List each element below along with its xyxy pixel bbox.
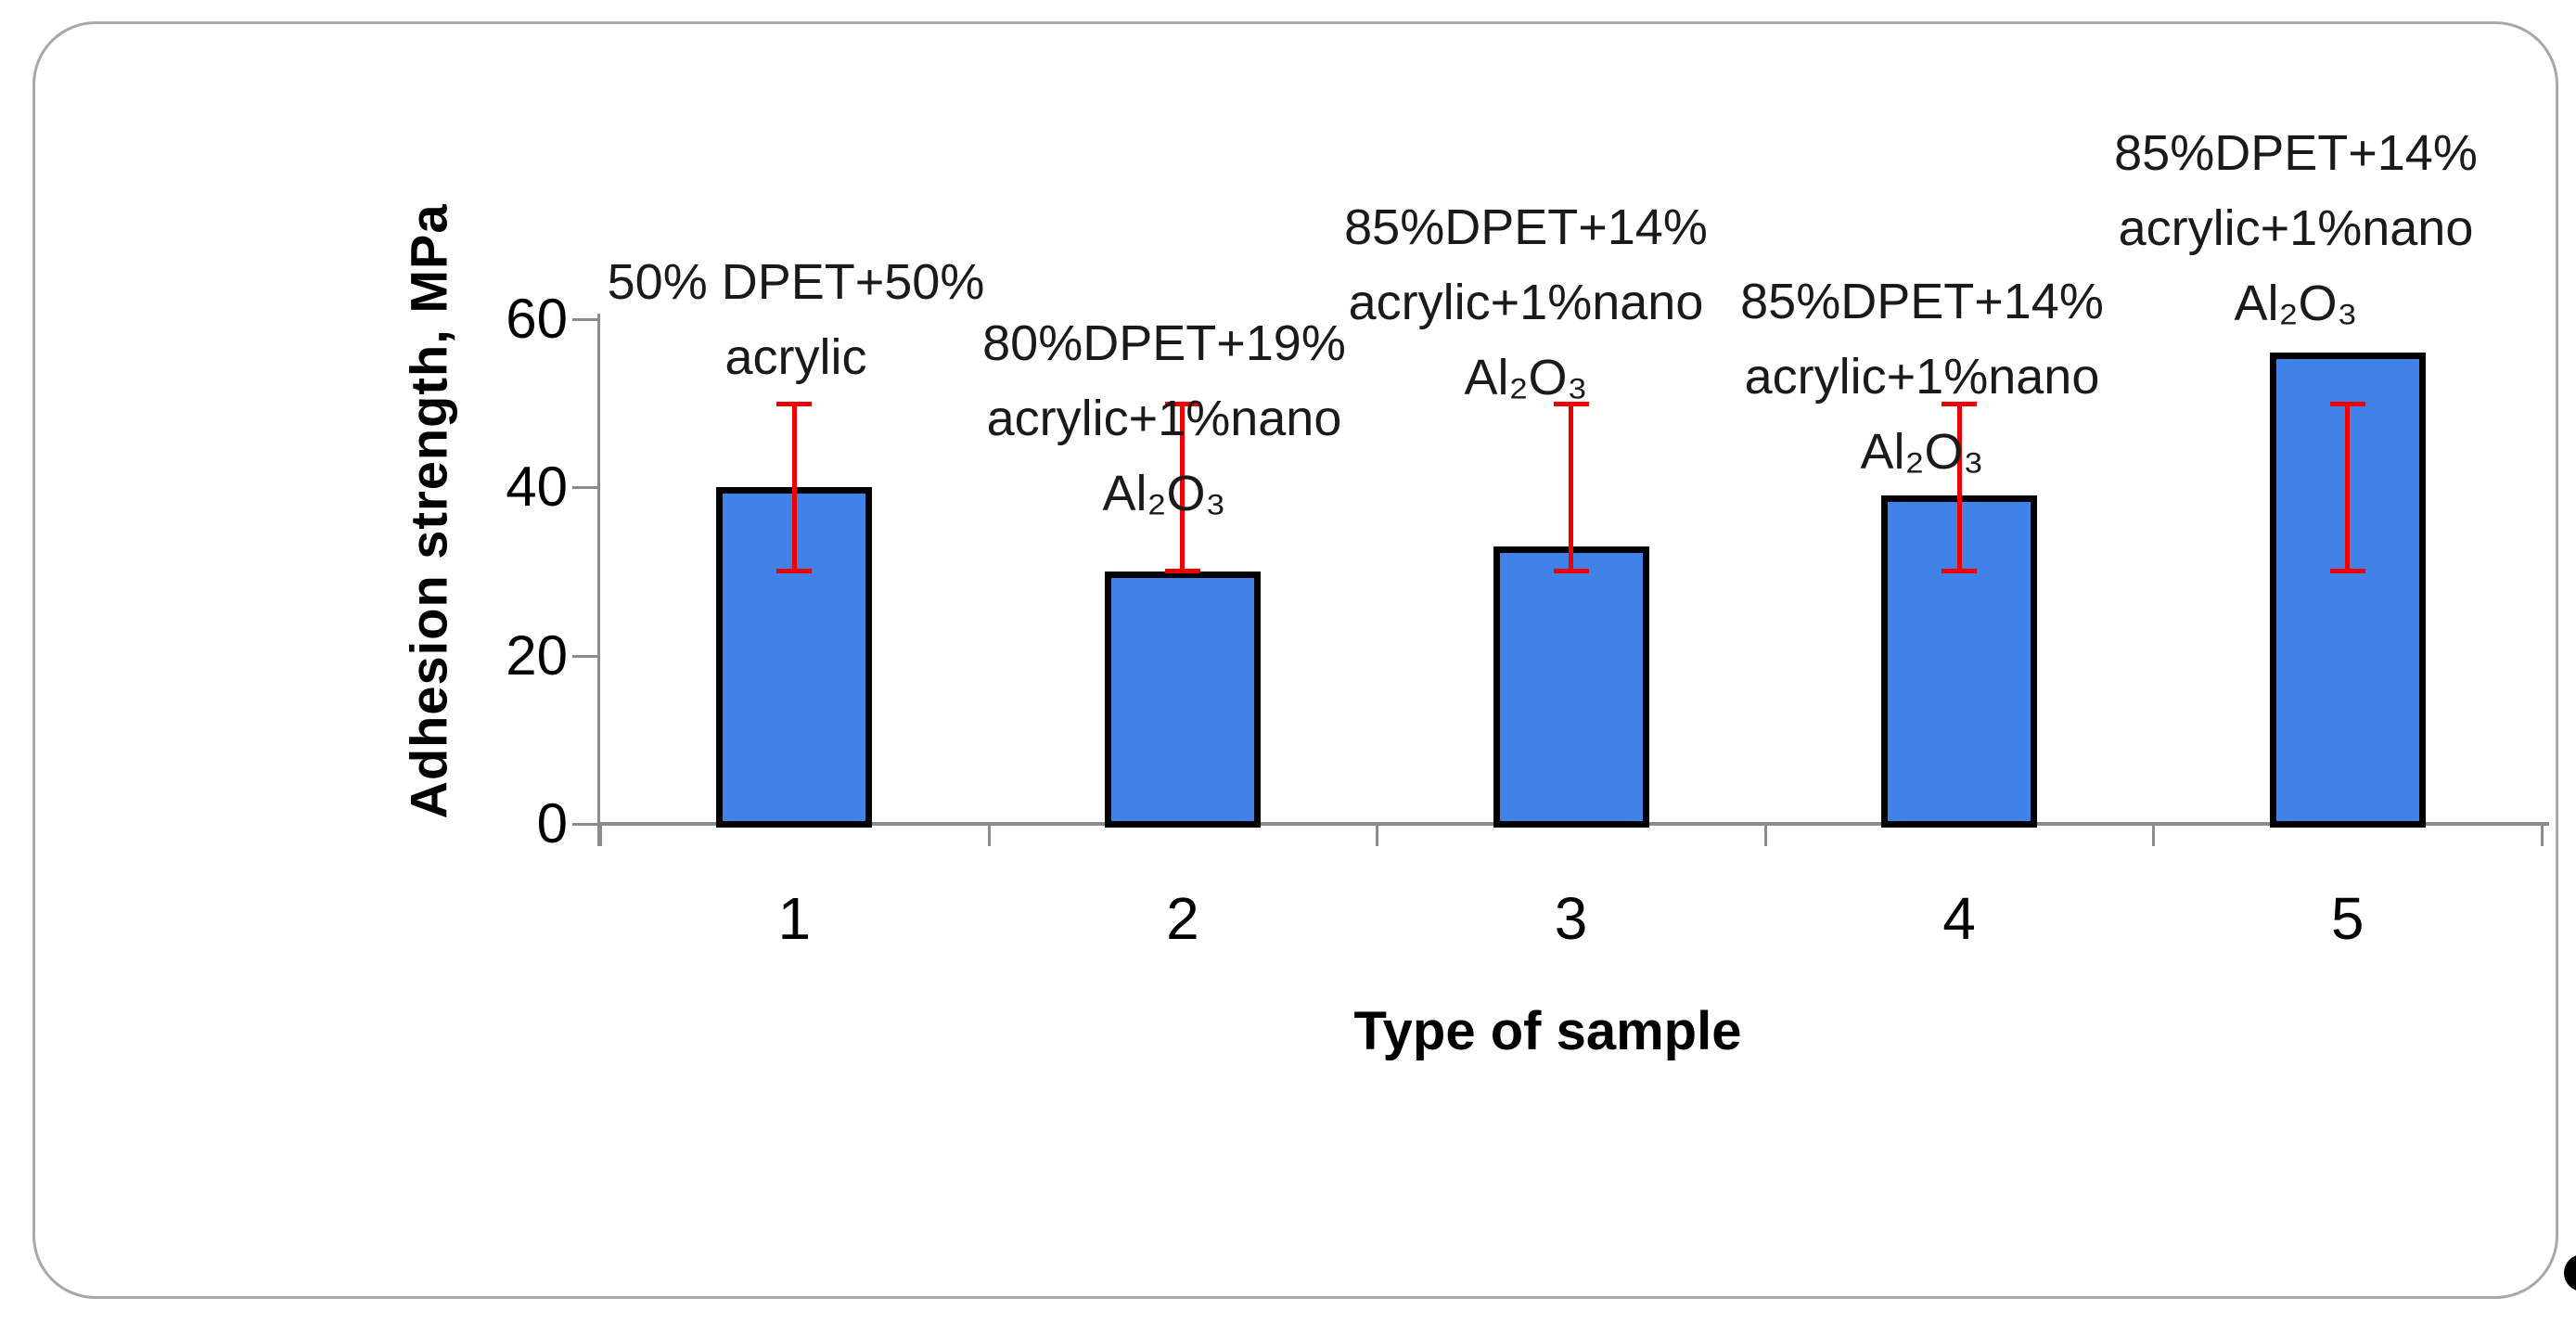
error-bar-line <box>1569 403 1573 572</box>
error-bar-bottom-cap <box>1164 569 1200 573</box>
bar-data-label-line: acrylic+1%nano <box>986 391 1342 446</box>
bar-data-label-line: 85%DPET+14% <box>1344 199 1708 255</box>
category-label: 5 <box>2330 885 2365 952</box>
y-axis-line <box>597 314 600 846</box>
error-bar-bottom-cap <box>1942 569 1978 573</box>
error-bar-line <box>1956 403 1962 572</box>
category-label: 4 <box>1942 885 1976 952</box>
error-bar-top-cap <box>1942 401 1978 406</box>
bar-data-label: 85%DPET+14% acrylic+1%nano Al₂O₃ <box>1740 264 2104 490</box>
x-tick-mark <box>1763 824 1767 846</box>
category-label: 1 <box>777 885 812 952</box>
category-label: 2 <box>1166 885 1199 952</box>
bar-data-label-line: 85%DPET+14% <box>2114 125 2478 181</box>
bar-data-label-line: acrylic+1%nano <box>2118 200 2474 256</box>
bar-data-label-line: acrylic+1%nano <box>1348 275 1704 330</box>
x-tick-mark <box>987 824 991 846</box>
error-bar-line <box>2345 403 2351 572</box>
x-tick-mark <box>599 824 602 846</box>
bar-data-label-line: Al₂O₃ <box>2234 276 2358 331</box>
y-tick-mark <box>572 823 600 826</box>
bar-data-label: 85%DPET+14% acrylic+1%nano Al₂O₃ <box>2114 116 2478 341</box>
bar-data-label: 50% DPET+50% acrylic <box>608 245 985 395</box>
y-tick-label: 60 <box>506 288 568 350</box>
bar-data-label-line: 85%DPET+14% <box>1740 274 2104 329</box>
y-tick-mark <box>572 318 600 321</box>
bar-data-label-line: Al₂O₃ <box>1860 424 1984 480</box>
y-tick-mark <box>572 486 600 490</box>
y-tick-label: 20 <box>506 623 568 687</box>
y-tick-label: 40 <box>506 456 568 519</box>
error-bar-top-cap <box>2329 401 2365 406</box>
error-bar-top-cap <box>1164 401 1200 406</box>
bar-data-label-line: acrylic+1%nano <box>1744 349 2100 405</box>
bar <box>1493 546 1649 828</box>
error-bar-line <box>1180 403 1185 572</box>
bar-data-label-line: Al₂O₃ <box>1102 466 1226 521</box>
bar-data-label: 85%DPET+14% acrylic+1%nano Al₂O₃ <box>1344 190 1708 416</box>
x-tick-mark <box>2152 824 2156 846</box>
bar-data-label-line: Al₂O₃ <box>1464 350 1588 405</box>
error-bar-line <box>791 403 797 572</box>
error-bar-top-cap <box>776 401 813 406</box>
x-tick-mark <box>1376 824 1379 846</box>
error-bar-bottom-cap <box>776 569 813 573</box>
x-axis-title: Type of sample <box>1353 1001 1742 1061</box>
cropped-glyph-artifact <box>2564 1254 2576 1291</box>
bar-data-label-line: 50% DPET+50% <box>607 254 985 310</box>
error-bar-bottom-cap <box>2329 569 2365 573</box>
bar-data-label: 80%DPET+19% acrylic+1%nano Al₂O₃ <box>982 306 1346 532</box>
bar-data-label-line: acrylic <box>724 329 867 385</box>
error-bar-top-cap <box>1553 401 1589 406</box>
y-tick-mark <box>572 654 600 658</box>
y-tick-label: 0 <box>536 792 568 854</box>
error-bar-bottom-cap <box>1553 569 1589 573</box>
bar <box>1104 572 1261 828</box>
category-label: 3 <box>1554 885 1588 952</box>
figure-rounded-border <box>32 21 2558 1299</box>
bar-data-label-line: 80%DPET+19% <box>982 315 1346 371</box>
x-tick-mark <box>2541 824 2544 846</box>
